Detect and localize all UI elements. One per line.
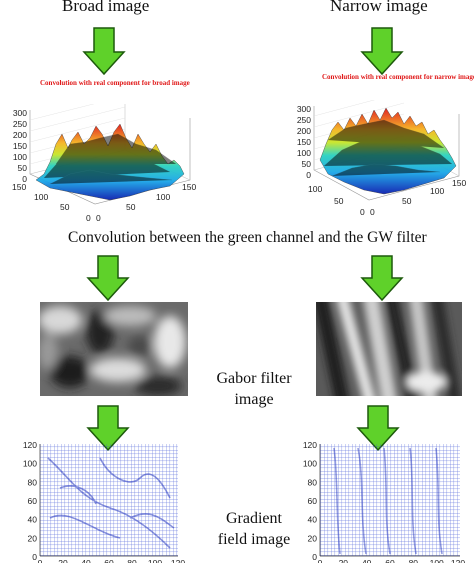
x-tick: 0	[360, 207, 365, 217]
z-tick: 300	[297, 104, 311, 114]
gradient-field-label: Gradient field image	[206, 508, 302, 550]
x-tick: 20	[58, 558, 68, 563]
x-tick: 0	[38, 558, 43, 563]
x-tick: 0	[318, 558, 323, 563]
z-tick: 200	[297, 126, 311, 136]
z-tick: 250	[13, 119, 27, 129]
narrow-image-title: Narrow image	[330, 0, 428, 15]
y-tick: 150	[182, 182, 196, 192]
gabor-filter-label: Gabor filter image	[206, 368, 302, 410]
y-tick: 20	[308, 533, 318, 543]
z-tick: 150	[13, 141, 27, 151]
down-arrow-icon	[82, 27, 126, 76]
x-tick: 80	[127, 558, 137, 563]
x-tick: 20	[339, 558, 349, 563]
z-tick: 200	[13, 130, 27, 140]
left-plot-caption: Convolution with real component for broa…	[40, 79, 190, 87]
narrow-surface-plot: 300 250 200 150 100 50 0 100 50 0 0 50 1…	[297, 100, 466, 217]
x-tick: 50	[334, 196, 344, 206]
z-tick: 250	[297, 115, 311, 125]
down-arrow-icon	[86, 405, 130, 452]
y-tick: 120	[23, 440, 37, 450]
broad-image-title: Broad image	[62, 0, 150, 15]
x-tick: 60	[104, 558, 114, 563]
z-tick: 0	[22, 174, 27, 184]
y-tick: 20	[28, 533, 38, 543]
y-tick: 120	[303, 440, 317, 450]
y-tick: 50	[402, 196, 412, 206]
y-tick: 100	[156, 192, 170, 202]
x-tick: 120	[451, 558, 465, 563]
y-tick: 60	[28, 496, 38, 506]
y-tick: 100	[23, 459, 37, 469]
x-tick: 150	[12, 182, 26, 192]
gradient-label-line: field image	[217, 531, 291, 548]
y-tick: 40	[28, 515, 38, 525]
right-plot-caption: Convolution with real component for narr…	[322, 73, 474, 81]
y-tick: 80	[28, 477, 38, 487]
x-tick: 40	[81, 558, 91, 563]
y-tick: 0	[96, 213, 101, 223]
y-tick: 0	[312, 552, 317, 562]
gabor-label-line: Gabor filter	[216, 370, 292, 387]
y-tick: 150	[452, 178, 466, 188]
x-tick: 100	[308, 184, 322, 194]
z-tick: 0	[306, 170, 311, 180]
x-tick: 100	[34, 192, 48, 202]
broad-surface-plot: 300 250 200 150 100 50 0 150 100 50 0 0 …	[12, 104, 196, 223]
y-tick: 80	[308, 477, 318, 487]
narrow-gradient-field-plot: 120 100 80 60 40 20 0 0 20 40 60 80 100 …	[303, 440, 466, 563]
y-tick: 60	[308, 496, 318, 506]
z-tick: 50	[302, 159, 312, 169]
y-tick: 100	[430, 186, 444, 196]
y-tick: 40	[308, 515, 318, 525]
down-arrow-icon	[86, 255, 130, 302]
x-tick: 120	[171, 558, 185, 563]
y-tick: 50	[126, 202, 136, 212]
x-tick: 40	[362, 558, 372, 563]
narrow-gabor-filter-image	[316, 302, 462, 396]
down-arrow-icon	[356, 405, 400, 452]
convolution-caption: Convolution between the green channel an…	[68, 229, 427, 246]
y-tick: 100	[303, 459, 317, 469]
gradient-label-line: Gradient	[226, 510, 282, 527]
z-tick: 50	[18, 163, 28, 173]
y-tick: 0	[32, 552, 37, 562]
gabor-label-line: image	[234, 391, 274, 408]
z-tick: 300	[13, 108, 27, 118]
down-arrow-icon	[360, 27, 404, 76]
z-tick: 150	[297, 137, 311, 147]
y-tick: 0	[370, 207, 375, 217]
down-arrow-icon	[360, 255, 404, 302]
x-tick: 60	[385, 558, 395, 563]
x-tick: 100	[430, 558, 444, 563]
x-tick: 100	[148, 558, 162, 563]
z-tick: 100	[297, 148, 311, 158]
x-tick: 50	[60, 202, 70, 212]
x-tick: 80	[409, 558, 419, 563]
x-tick: 0	[86, 213, 91, 223]
broad-gradient-field-plot: 120 100 80 60 40 20 0 0 20 40 60 80 100 …	[23, 440, 186, 563]
z-tick: 100	[13, 152, 27, 162]
broad-gabor-filter-image	[40, 302, 188, 396]
